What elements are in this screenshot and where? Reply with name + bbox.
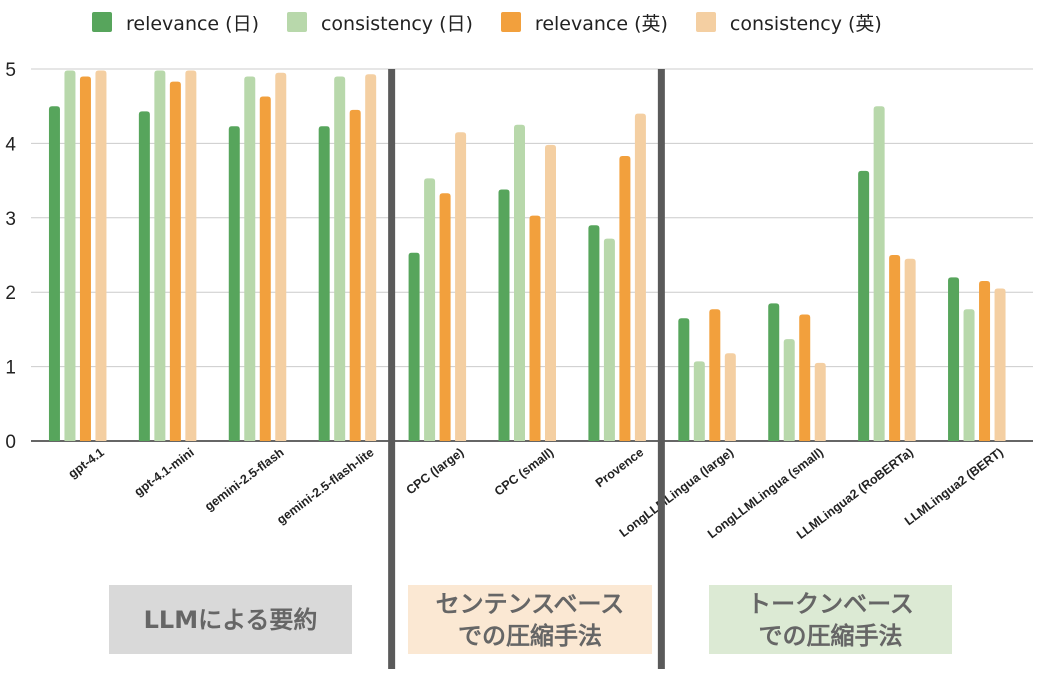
- bar-consistency-en: [95, 70, 107, 441]
- bar-consistency-en: [545, 144, 556, 441]
- bar-consistency-en: [275, 72, 287, 441]
- bar-consistency-ja: [154, 70, 166, 441]
- bar-relevance-en: [889, 255, 901, 441]
- legend-item-consistency-en: consistency (英): [695, 9, 882, 36]
- bar-consistency-ja: [963, 309, 975, 441]
- bar-relevance-en: [349, 109, 361, 442]
- legend-label-relevance-en: relevance (英): [534, 12, 668, 35]
- bar-consistency-ja: [693, 361, 705, 441]
- x-tick-label: Provence: [593, 445, 646, 490]
- bar-consistency-ja: [64, 70, 76, 441]
- x-tick-label: CPC (small): [492, 445, 556, 498]
- x-tick-label: CPC (large): [404, 445, 467, 497]
- bar-consistency-en: [814, 362, 826, 441]
- legend-swatch-consistency-en: [695, 12, 716, 32]
- legend-swatch-relevance-ja: [92, 12, 112, 32]
- bar-consistency-ja: [514, 124, 525, 442]
- legend-swatch-relevance-en: [500, 12, 521, 32]
- x-tick-label: gemini-2.5-flash-lite: [274, 445, 376, 527]
- bar-relevance-ja: [498, 189, 510, 441]
- bar-consistency-en: [724, 353, 736, 441]
- group-label-token-based: トークンベース での圧縮手法: [709, 585, 952, 654]
- bar-consistency-ja: [873, 106, 885, 441]
- bar-relevance-ja: [318, 126, 330, 442]
- bar-consistency-en: [185, 70, 197, 441]
- bar-consistency-en: [365, 74, 377, 441]
- group-label-llm-summary: LLMによる要約: [109, 585, 352, 654]
- bar-consistency-en: [634, 113, 646, 441]
- y-tick-label: 4: [5, 134, 16, 155]
- y-tick-label: 5: [5, 60, 16, 81]
- bar-relevance-en: [79, 76, 91, 441]
- legend-label-relevance-ja: relevance (日): [126, 12, 259, 35]
- bar-relevance-ja: [138, 111, 150, 442]
- legend-label-consistency-en: consistency (英): [729, 12, 882, 35]
- bar-relevance-en: [979, 281, 991, 441]
- group-separator: [388, 69, 396, 669]
- x-tick-label: gemini-2.5-flash: [202, 445, 286, 513]
- x-tick-label: gpt-4.1-mini: [132, 445, 197, 499]
- bar-relevance-en: [709, 309, 721, 441]
- legend-label-consistency-ja: consistency (日): [320, 12, 473, 35]
- bar-relevance-ja: [588, 225, 600, 441]
- group-label-sentence-based: センテンスベース での圧縮手法: [408, 585, 652, 654]
- bar-relevance-ja: [948, 277, 960, 441]
- legend-item-consistency-ja: consistency (日): [286, 9, 473, 36]
- bar-relevance-ja: [228, 126, 240, 442]
- bar-consistency-en: [455, 132, 467, 442]
- legend-item-relevance-ja: relevance (日): [92, 9, 259, 36]
- x-tick-label: LLMLingua2 (BERT): [902, 445, 1006, 528]
- bar-relevance-ja: [408, 252, 420, 441]
- bar-consistency-ja: [783, 339, 795, 441]
- legend: relevance (日) consistency (日) relevance …: [92, 6, 910, 38]
- bar-relevance-en: [439, 193, 451, 441]
- bar-consistency-ja: [244, 76, 256, 441]
- bar-relevance-en: [799, 314, 811, 441]
- legend-item-relevance-en: relevance (英): [500, 9, 668, 36]
- bar-consistency-en: [904, 258, 916, 441]
- y-tick-label: 1: [5, 358, 16, 379]
- group-separator: [657, 69, 665, 669]
- bar-consistency-ja: [603, 238, 615, 441]
- bar-relevance-ja: [858, 170, 870, 442]
- bar-consistency-en: [994, 288, 1006, 441]
- bar-relevance-ja: [48, 106, 60, 441]
- legend-swatch-consistency-ja: [286, 12, 307, 32]
- y-tick-label: 2: [5, 283, 16, 304]
- y-tick-label: 3: [5, 209, 16, 230]
- bar-relevance-en: [169, 81, 181, 441]
- x-tick-label: gpt-4.1: [66, 445, 107, 481]
- bar-relevance-ja: [678, 318, 690, 441]
- bar-consistency-ja: [334, 76, 346, 441]
- bar-relevance-en: [529, 215, 541, 441]
- bar-relevance-en: [619, 156, 631, 441]
- y-tick-label: 0: [5, 432, 16, 453]
- bar-relevance-ja: [768, 303, 780, 441]
- bar-relevance-en: [259, 96, 271, 441]
- bar-consistency-ja: [424, 178, 436, 442]
